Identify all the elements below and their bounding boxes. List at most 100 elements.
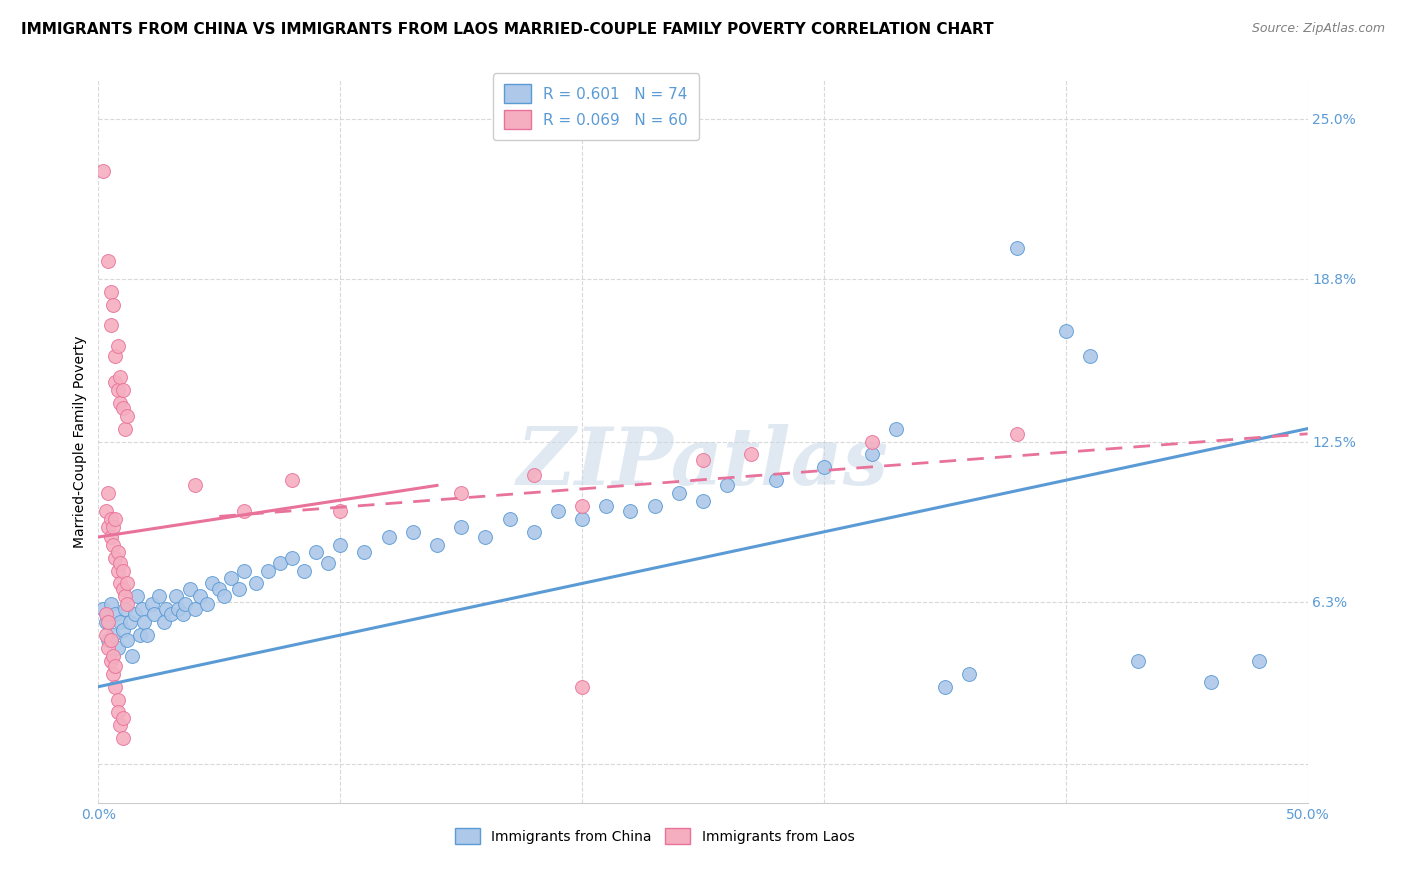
- Point: [101, 298, 124, 312]
- Point: [128, 628, 150, 642]
- Point: [523, 524, 546, 539]
- Point: [232, 504, 254, 518]
- Point: [104, 550, 127, 565]
- Point: [97, 615, 120, 630]
- Point: [104, 350, 127, 364]
- Point: [160, 607, 183, 622]
- Point: [644, 499, 666, 513]
- Point: [117, 576, 139, 591]
- Point: [172, 607, 194, 622]
- Point: [104, 680, 127, 694]
- Point: [353, 545, 375, 559]
- Point: [188, 590, 211, 604]
- Point: [118, 615, 141, 630]
- Point: [135, 628, 157, 642]
- Point: [117, 633, 139, 648]
- Point: [221, 571, 243, 585]
- Point: [107, 339, 129, 353]
- Point: [108, 396, 131, 410]
- Point: [134, 615, 156, 630]
- Point: [1199, 674, 1222, 689]
- Point: [165, 590, 187, 604]
- Point: [450, 519, 472, 533]
- Point: [1249, 654, 1271, 668]
- Point: [94, 628, 117, 642]
- Point: [195, 597, 218, 611]
- Point: [100, 512, 122, 526]
- Point: [740, 447, 762, 461]
- Point: [1007, 426, 1029, 441]
- Point: [450, 486, 472, 500]
- Point: [174, 597, 197, 611]
- Point: [498, 512, 520, 526]
- Point: [97, 519, 120, 533]
- Point: [148, 590, 170, 604]
- Point: [108, 576, 131, 591]
- Text: ZIPatlas: ZIPatlas: [517, 425, 889, 502]
- Point: [91, 602, 114, 616]
- Point: [571, 680, 593, 694]
- Point: [100, 633, 122, 648]
- Point: [201, 576, 224, 591]
- Point: [107, 692, 129, 706]
- Point: [595, 499, 617, 513]
- Point: [329, 504, 352, 518]
- Point: [152, 615, 174, 630]
- Point: [765, 473, 787, 487]
- Point: [281, 550, 304, 565]
- Point: [101, 648, 124, 663]
- Point: [860, 434, 883, 449]
- Point: [571, 499, 593, 513]
- Point: [108, 718, 131, 732]
- Point: [305, 545, 328, 559]
- Text: Source: ZipAtlas.com: Source: ZipAtlas.com: [1251, 22, 1385, 36]
- Point: [107, 564, 129, 578]
- Point: [97, 486, 120, 500]
- Point: [107, 545, 129, 559]
- Point: [1054, 324, 1077, 338]
- Point: [117, 409, 139, 423]
- Point: [692, 452, 714, 467]
- Point: [114, 590, 136, 604]
- Point: [101, 628, 124, 642]
- Point: [104, 512, 127, 526]
- Point: [212, 590, 235, 604]
- Point: [107, 640, 129, 655]
- Point: [886, 422, 908, 436]
- Point: [111, 731, 134, 746]
- Point: [91, 163, 114, 178]
- Point: [111, 564, 134, 578]
- Point: [692, 494, 714, 508]
- Point: [860, 447, 883, 461]
- Point: [208, 582, 231, 596]
- Point: [97, 253, 120, 268]
- Point: [101, 538, 124, 552]
- Point: [957, 666, 980, 681]
- Point: [94, 615, 117, 630]
- Legend: Immigrants from China, Immigrants from Laos: Immigrants from China, Immigrants from L…: [450, 822, 860, 850]
- Point: [108, 370, 131, 384]
- Point: [100, 654, 122, 668]
- Point: [127, 590, 149, 604]
- Point: [179, 582, 201, 596]
- Point: [571, 512, 593, 526]
- Point: [1007, 241, 1029, 255]
- Point: [131, 602, 153, 616]
- Point: [269, 556, 291, 570]
- Point: [101, 519, 124, 533]
- Point: [111, 623, 134, 637]
- Point: [184, 602, 207, 616]
- Point: [716, 478, 738, 492]
- Point: [141, 597, 163, 611]
- Point: [143, 607, 166, 622]
- Text: IMMIGRANTS FROM CHINA VS IMMIGRANTS FROM LAOS MARRIED-COUPLE FAMILY POVERTY CORR: IMMIGRANTS FROM CHINA VS IMMIGRANTS FROM…: [21, 22, 994, 37]
- Point: [111, 401, 134, 415]
- Point: [100, 318, 122, 333]
- Point: [232, 564, 254, 578]
- Point: [228, 582, 250, 596]
- Point: [813, 460, 835, 475]
- Point: [124, 607, 146, 622]
- Point: [474, 530, 496, 544]
- Point: [100, 597, 122, 611]
- Point: [108, 556, 131, 570]
